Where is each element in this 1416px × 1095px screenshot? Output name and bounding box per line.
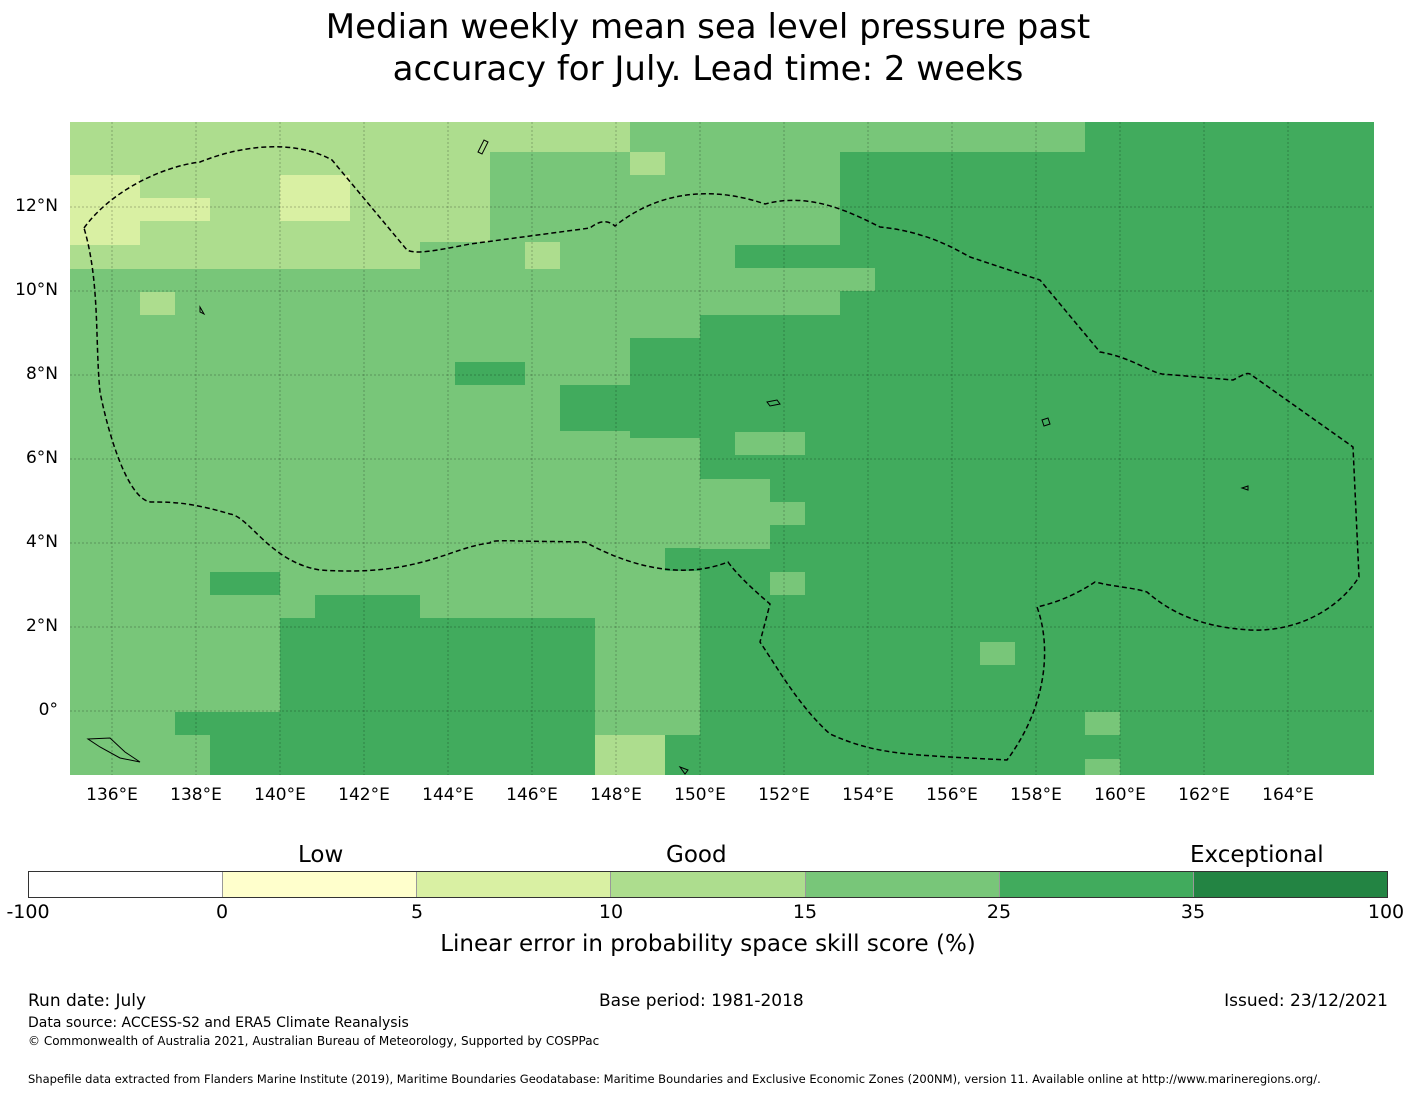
lat-label: 4°N [25,532,58,552]
lon-label: 164°E [1262,785,1314,805]
lon-label: 154°E [842,785,894,805]
colorbar [28,871,1388,898]
lon-label: 158°E [1010,785,1062,805]
legend-category-exceptional: Exceptional [1190,842,1324,868]
colorbar-swatch [611,872,806,897]
data-source: Data source: ACCESS-S2 and ERA5 Climate … [28,1015,409,1031]
legend-category-good: Good [666,842,727,868]
colorbar-swatch [805,872,1000,897]
colorbar-tick: 100 [1367,901,1405,923]
colorbar-swatch [1193,872,1387,897]
copyright: © Commonwealth of Australia 2021, Austra… [28,1034,600,1048]
lon-label: 136°E [86,785,138,805]
colorbar-tick: 35 [1180,901,1206,923]
lat-label: 12°N [15,196,58,216]
lat-label: 0° [38,700,58,720]
eez-boundary [83,146,1360,761]
colorbar-label: Linear error in probability space skill … [440,931,976,957]
run-date: Run date: July [28,991,147,1011]
lon-label: 146°E [506,785,558,805]
lon-label: 144°E [422,785,474,805]
colorbar-swatch [417,872,612,897]
lon-label: 138°E [170,785,222,805]
colorbar-tick: 5 [410,901,424,923]
lon-label: 148°E [590,785,642,805]
colorbar-tick: -100 [6,901,50,923]
lon-label: 140°E [254,785,306,805]
colorbar-tick: 15 [792,901,818,923]
lon-label: 156°E [926,785,978,805]
colorbar-tick: 10 [598,901,624,923]
lon-label: 160°E [1094,785,1146,805]
lat-label: 8°N [25,364,58,384]
lat-label: 2°N [25,616,58,636]
lon-label: 142°E [338,785,390,805]
colorbar-tick: 0 [215,901,229,923]
map-canvas [70,122,1374,775]
map-title: Median weekly mean sea level pressure pa… [0,6,1416,90]
colorbar-tick: 25 [986,901,1012,923]
colorbar-swatch [999,872,1194,897]
title-line-1: Median weekly mean sea level pressure pa… [325,7,1091,47]
colorbar-swatch [223,872,418,897]
issued-date: Issued: 23/12/2021 [1224,991,1388,1011]
map-gridlines [70,122,1374,775]
shapefile-credit: Shapefile data extracted from Flanders M… [28,1072,1321,1086]
title-line-2: accuracy for July. Lead time: 2 weeks [392,49,1024,89]
skill-map [70,122,1374,775]
colorbar-swatch [29,872,224,897]
lon-label: 152°E [758,785,810,805]
lat-label: 10°N [15,280,58,300]
island-outlines [86,139,1249,775]
legend-category-low: Low [298,842,344,868]
base-period: Base period: 1981-2018 [599,991,804,1011]
lon-label: 150°E [674,785,726,805]
map-cells-pale [70,175,350,245]
map-cells-good-patches [595,268,1120,775]
lat-label: 6°N [25,448,58,468]
lon-label: 162°E [1178,785,1230,805]
